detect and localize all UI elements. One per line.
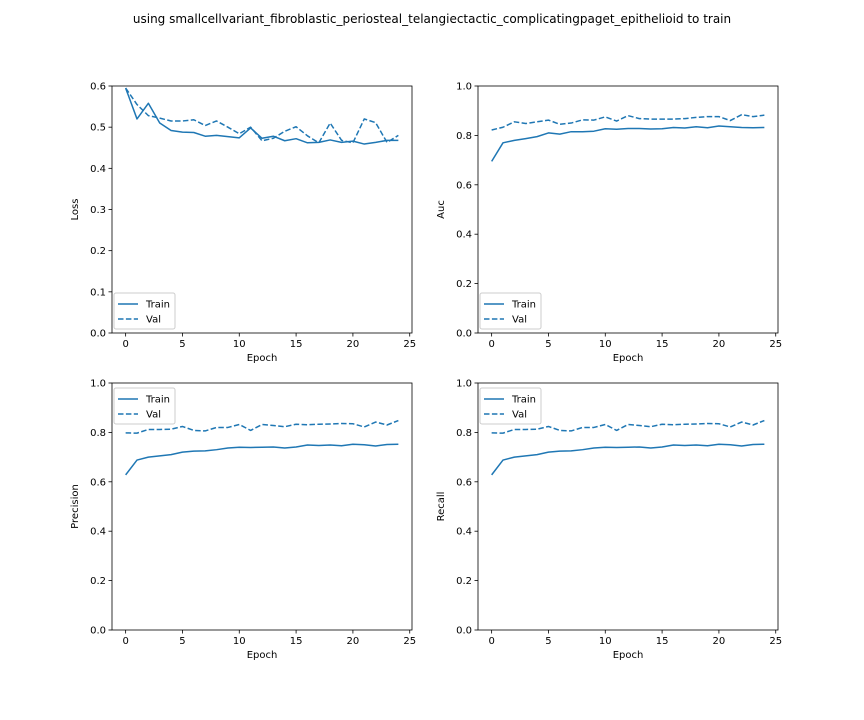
legend-label-train: Train <box>511 300 536 311</box>
y-tick-label: 0.0 <box>456 329 472 340</box>
subplot-auc: 0 5 10 15 20 25 0.0 0.2 0.4 0.6 0.8 1.0 Epoch Auc Trai… <box>436 82 782 365</box>
x-tick-label: 25 <box>769 339 782 350</box>
y-tick-label: 0.4 <box>90 527 106 538</box>
y-tick-label: 0.6 <box>90 82 106 93</box>
y-tick-label: 1.0 <box>456 82 472 93</box>
x-tick-label: 25 <box>403 636 416 647</box>
axes-frame <box>111 85 413 334</box>
series-line-train <box>124 87 399 145</box>
x-axis-label: Epoch <box>247 353 278 364</box>
legend-box <box>479 292 542 330</box>
y-tick-label: 0.5 <box>90 123 106 134</box>
y-axis-label: Precision <box>70 484 81 529</box>
y-tick-label: 0.8 <box>90 428 106 439</box>
x-tick-label: 25 <box>403 339 416 350</box>
axes-frame <box>111 382 413 631</box>
y-tick-label: 0.1 <box>90 287 106 298</box>
x-tick-label: 15 <box>656 339 669 350</box>
x-tick-label: 5 <box>179 339 185 350</box>
y-tick-label: 0.0 <box>90 329 106 340</box>
legend: Train Val <box>479 292 542 330</box>
legend: Train Val <box>479 387 542 425</box>
x-axis-label: Epoch <box>613 650 644 661</box>
subplot-loss: 0 5 10 15 20 25 0.0 0.1 0.2 0.3 0.4 0.5 0.6 Epoch Loss… <box>70 82 416 365</box>
x-tick-label: 20 <box>347 339 360 350</box>
x-axis-label: Epoch <box>613 353 644 364</box>
x-tick-label: 0 <box>488 636 494 647</box>
x-tick-label: 0 <box>122 339 128 350</box>
x-tick-label: 15 <box>290 339 303 350</box>
y-tick-label: 0.0 <box>456 626 472 637</box>
legend-box <box>479 387 542 425</box>
x-tick-label: 10 <box>599 636 612 647</box>
axes-frame <box>477 382 779 631</box>
y-tick-label: 0.0 <box>90 626 106 637</box>
y-tick-label: 0.2 <box>456 279 472 290</box>
series-line-train <box>491 125 765 162</box>
series-line-val <box>125 419 399 434</box>
y-axis-label: Auc <box>436 200 447 219</box>
subplot-precision: 0 5 10 15 20 25 0.0 0.2 0.4 0.6 0.8 1.0 Epoch Precisi… <box>70 379 416 662</box>
y-tick-label: 0.4 <box>456 527 472 538</box>
x-tick-label: 10 <box>599 339 612 350</box>
x-tick-label: 15 <box>290 636 303 647</box>
figure-title: using smallcellvariant_fibroblastic_peri… <box>133 12 731 26</box>
axes-frame <box>477 85 779 334</box>
legend-label-val: Val <box>146 410 161 421</box>
x-tick-label: 0 <box>122 636 128 647</box>
x-tick-label: 0 <box>488 339 494 350</box>
y-tick-label: 0.8 <box>456 428 472 439</box>
y-tick-label: 1.0 <box>456 379 472 390</box>
series-line-val <box>491 113 765 131</box>
x-axis-label: Epoch <box>247 650 278 661</box>
y-tick-label: 0.2 <box>90 576 106 587</box>
y-tick-label: 0.3 <box>90 205 106 216</box>
series-line-val <box>125 87 399 144</box>
y-tick-label: 0.8 <box>456 131 472 142</box>
series-line-train <box>491 443 765 476</box>
subplot-recall: 0 5 10 15 20 25 0.0 0.2 0.4 0.6 0.8 1.0 Epoch Recall T… <box>436 379 782 662</box>
series-line-train <box>125 443 399 476</box>
x-tick-label: 20 <box>713 636 726 647</box>
legend-label-train: Train <box>145 300 170 311</box>
y-axis-label: Loss <box>70 199 81 221</box>
x-tick-label: 10 <box>233 636 246 647</box>
x-tick-label: 15 <box>656 636 669 647</box>
y-tick-label: 0.2 <box>456 576 472 587</box>
series-line-val <box>491 419 765 434</box>
legend-label-val: Val <box>512 315 527 326</box>
y-tick-label: 0.6 <box>456 180 472 191</box>
x-tick-label: 20 <box>713 339 726 350</box>
legend-label-val: Val <box>146 315 161 326</box>
y-axis-label: Recall <box>436 492 447 522</box>
x-tick-label: 25 <box>769 636 782 647</box>
legend-label-train: Train <box>145 395 170 406</box>
legend: Train Val <box>113 387 176 425</box>
y-tick-label: 0.4 <box>456 230 472 241</box>
y-tick-label: 0.6 <box>456 477 472 488</box>
legend-box <box>113 292 176 330</box>
y-tick-label: 0.6 <box>90 477 106 488</box>
legend-label-train: Train <box>511 395 536 406</box>
legend-box <box>113 387 176 425</box>
x-tick-label: 5 <box>545 636 551 647</box>
x-tick-label: 5 <box>545 339 551 350</box>
y-tick-label: 1.0 <box>90 379 106 390</box>
legend: Train Val <box>113 292 176 330</box>
x-tick-label: 10 <box>233 339 246 350</box>
y-tick-label: 0.4 <box>90 164 106 175</box>
y-tick-label: 0.2 <box>90 246 106 257</box>
legend-label-val: Val <box>512 410 527 421</box>
x-tick-label: 5 <box>179 636 185 647</box>
x-tick-label: 20 <box>347 636 360 647</box>
